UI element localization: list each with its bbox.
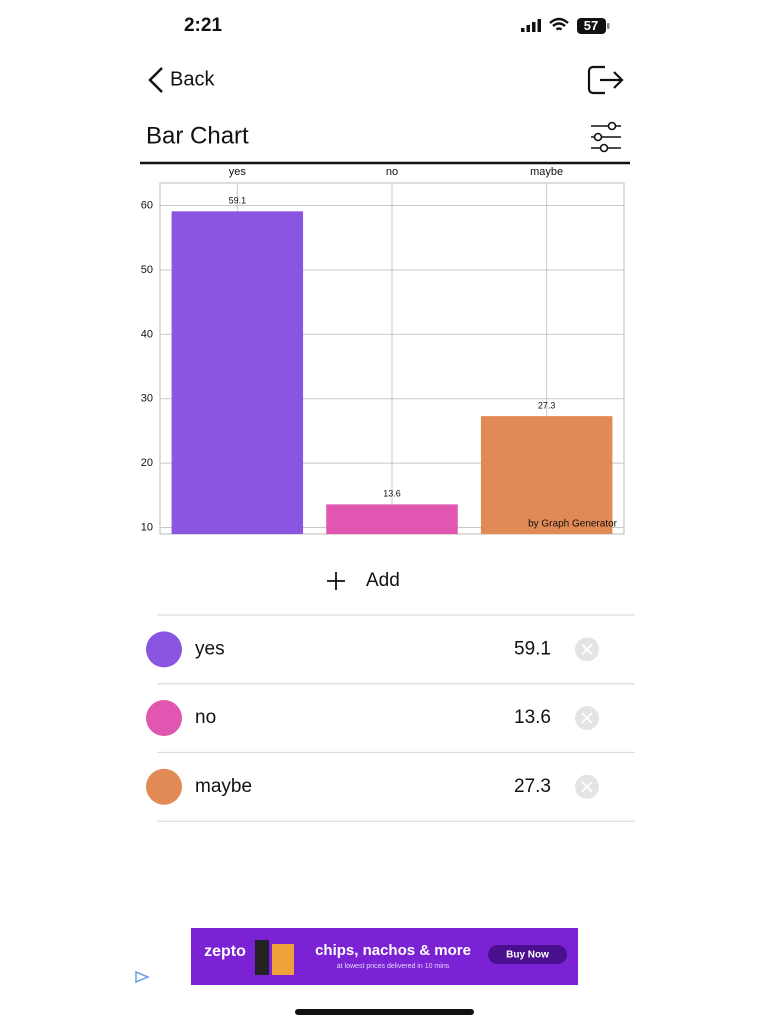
bar-value-label: 59.1 — [229, 196, 247, 206]
battery-tip — [607, 23, 610, 29]
export-button[interactable] — [587, 65, 624, 95]
delete-button[interactable] — [575, 637, 599, 662]
y-tick-label: 10 — [141, 521, 153, 533]
bar — [480, 416, 613, 534]
bar — [326, 504, 458, 534]
back-chevron — [148, 67, 163, 93]
add-button[interactable]: Add — [327, 570, 400, 591]
wifi-icon — [549, 17, 569, 31]
ad-headline: chips, nachos & more — [315, 942, 471, 959]
add-label[interactable]: Add — [366, 570, 400, 591]
y-tick-label: 40 — [141, 328, 153, 340]
item-value[interactable]: 59.1 — [514, 638, 551, 659]
bar-value-label: 13.6 — [383, 489, 401, 499]
y-tick-label: 50 — [141, 264, 153, 276]
color-swatch — [146, 700, 182, 737]
home-indicator — [295, 1009, 474, 1015]
ad-cta-button[interactable] — [488, 945, 567, 964]
export-arrow — [600, 71, 624, 89]
bar-value-label: 27.3 — [538, 401, 556, 411]
export-frame — [587, 65, 605, 95]
back-label[interactable]: Back — [170, 68, 215, 90]
item-name: yes — [195, 638, 225, 659]
item-name: no — [195, 707, 216, 728]
delete-button[interactable] — [575, 706, 599, 731]
item-value[interactable]: 27.3 — [514, 776, 551, 797]
page-title: Bar Chart — [146, 122, 249, 149]
y-tick-label: 60 — [141, 199, 153, 211]
settings-button[interactable] — [591, 121, 621, 153]
ad-tagline: at lowest prices delivered in 10 mins — [337, 963, 450, 970]
battery-icon — [577, 18, 606, 34]
item-value[interactable]: 13.6 — [514, 707, 551, 728]
chart-watermark: by Graph Generator — [528, 519, 618, 530]
signal-icon — [521, 19, 541, 32]
chart: 10 20 30 40 50 60 yes no maybe 59.1 13.6 27.3 by Gra… — [141, 166, 625, 535]
delete-icon — [581, 781, 593, 793]
back-button[interactable]: Back — [148, 67, 215, 93]
color-swatch — [146, 768, 182, 805]
color-swatch — [146, 631, 182, 668]
x-category-label: maybe — [530, 166, 563, 178]
delete-icon — [581, 712, 593, 724]
ad-cta-label[interactable]: Buy Now — [506, 950, 549, 961]
x-category-label: no — [386, 166, 398, 178]
status-time: 2:21 — [184, 15, 222, 36]
y-tick-label: 20 — [141, 457, 153, 469]
battery-level: 57 — [584, 18, 598, 33]
delete-icon — [581, 643, 593, 655]
ad-product — [272, 944, 294, 975]
ad-choices-icon — [135, 970, 150, 984]
add-icon — [327, 572, 345, 590]
bar — [171, 211, 304, 534]
x-category-label: yes — [229, 166, 247, 178]
ad-product — [255, 940, 269, 975]
item-name: maybe — [195, 776, 252, 797]
data-list: yes 59.1 no 13.6 maybe 27.3 — [146, 614, 635, 822]
ad-brand: zepto — [204, 943, 246, 960]
ad-banner[interactable]: zepto chips, nachos & more at lowest pri… — [135, 928, 578, 985]
y-tick-label: 30 — [141, 393, 153, 405]
delete-button[interactable] — [575, 774, 599, 799]
